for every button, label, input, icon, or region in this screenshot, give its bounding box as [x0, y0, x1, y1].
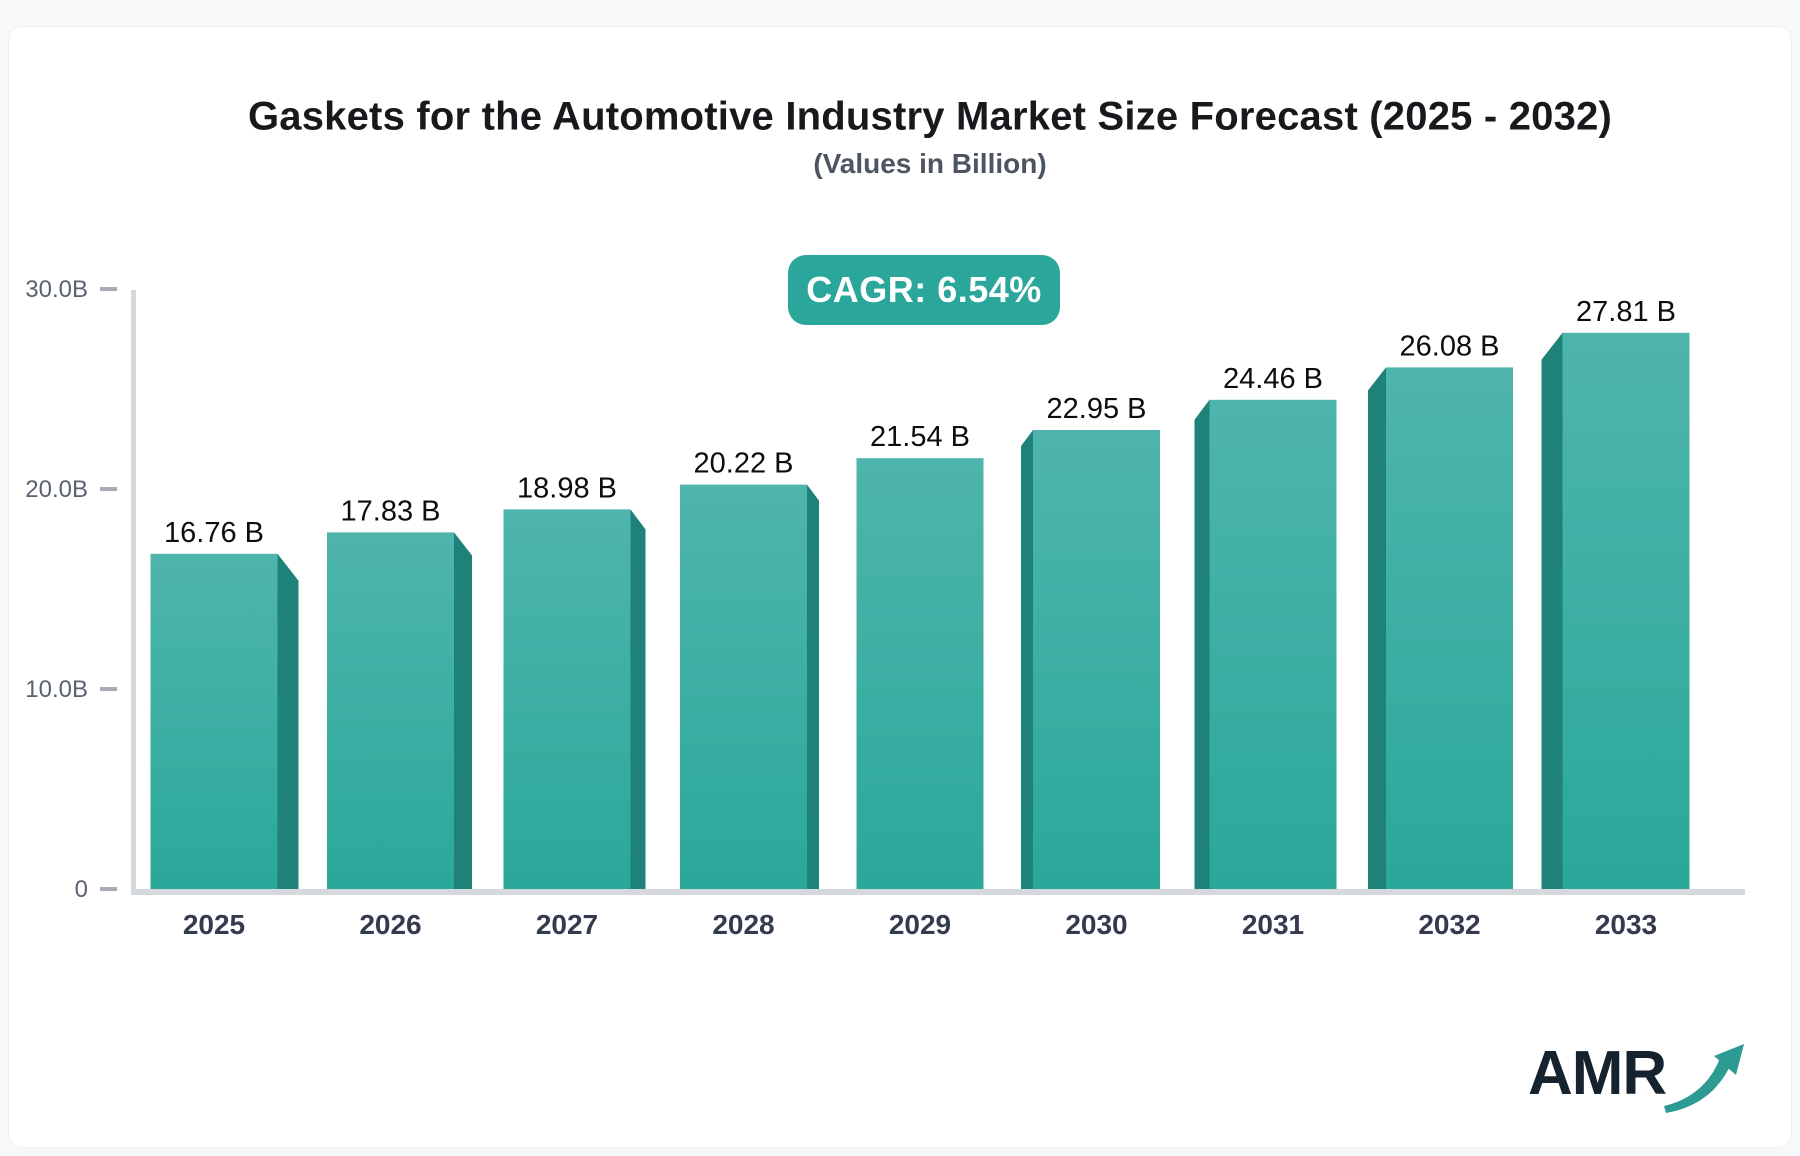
x-tick-label-2027: 2027 — [536, 909, 598, 940]
y-tick-label-30: 30.0B — [25, 276, 88, 303]
bar-side-2025 — [277, 553, 299, 889]
page-title: Gaskets for the Automotive Industry Mark… — [247, 94, 1613, 139]
x-tick-label-2031: 2031 — [1242, 909, 1304, 940]
bar-2032 — [1386, 367, 1513, 889]
bar-2030 — [1033, 430, 1160, 889]
bar-side-2032 — [1368, 367, 1386, 889]
y-tick-label-0: 0 — [75, 876, 88, 903]
x-tick-label-2028: 2028 — [712, 909, 774, 940]
x-axis-line — [131, 889, 1745, 895]
value-label-2025: 16.76 B — [164, 517, 264, 549]
bar-side-2033 — [1541, 332, 1563, 889]
value-label-2031: 24.46 B — [1223, 363, 1323, 395]
value-label-2033: 27.81 B — [1576, 296, 1676, 328]
value-label-2030: 22.95 B — [1047, 393, 1147, 425]
bar-side-2027 — [630, 509, 646, 889]
x-tick-label-2025: 2025 — [183, 909, 245, 940]
growth-arrow-icon — [1664, 1044, 1744, 1113]
bar-2029 — [856, 458, 984, 889]
bar-2033 — [1562, 332, 1690, 889]
x-tick-label-2032: 2032 — [1418, 909, 1480, 940]
labels: 0 10.0B 20.0B 30.0B 16.76 B 2025 17.83 B 2026 18… — [25, 276, 1676, 940]
value-label-2027: 18.98 B — [517, 472, 617, 504]
cagr-badge: CAGR: 6.54% — [788, 255, 1060, 325]
bar-side-2026 — [454, 532, 472, 889]
bar-side-2031 — [1194, 399, 1210, 889]
bar-side-2028 — [807, 484, 819, 889]
x-tick-label-2030: 2030 — [1065, 909, 1127, 940]
y-tick-label-20: 20.0B — [25, 476, 88, 503]
bar-2025 — [150, 553, 278, 889]
amr-logo: AMR — [1528, 1038, 1778, 1118]
bar-side-2030 — [1021, 430, 1033, 889]
y-axis-line — [131, 290, 136, 889]
bar-2026 — [327, 532, 454, 889]
amr-logo-text: AMR — [1528, 1039, 1667, 1108]
y-tick-0 — [100, 887, 117, 891]
y-tick-label-10: 10.0B — [25, 676, 88, 703]
value-label-2028: 20.22 B — [694, 448, 794, 480]
y-tick-30 — [100, 287, 117, 291]
y-tick-10 — [100, 687, 117, 691]
axes — [100, 287, 1745, 895]
value-label-2032: 26.08 B — [1400, 330, 1500, 362]
value-label-2029: 21.54 B — [870, 421, 970, 453]
bar-2028 — [680, 484, 807, 889]
bars — [150, 332, 1690, 889]
bar-2027 — [503, 509, 631, 889]
x-tick-label-2026: 2026 — [359, 909, 421, 940]
bar-2031 — [1209, 399, 1337, 889]
value-label-2026: 17.83 B — [341, 495, 441, 527]
x-tick-label-2029: 2029 — [889, 909, 951, 940]
page-subtitle: (Values in Billion) — [813, 148, 1047, 179]
y-tick-20 — [100, 487, 117, 491]
x-tick-label-2033: 2033 — [1595, 909, 1657, 940]
